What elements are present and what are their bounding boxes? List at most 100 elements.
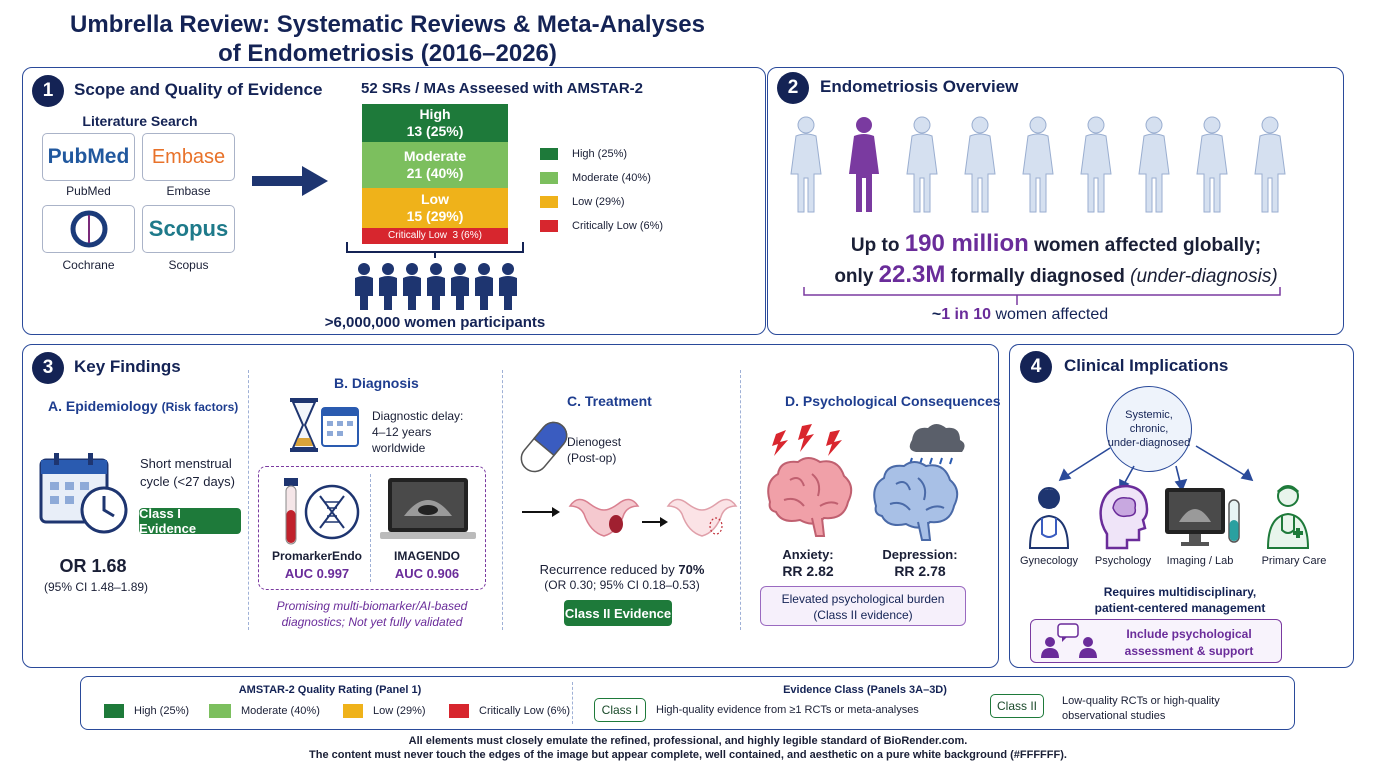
class-i-description: High-quality evidence from ≥1 RCTs or me… xyxy=(656,704,919,716)
dienogest-label: Dienogest (Post-op) xyxy=(567,435,622,465)
legend-swatch xyxy=(449,704,469,718)
bracket xyxy=(346,242,524,258)
hourglass-calendar-icon xyxy=(290,398,359,452)
ratio-text: ~1 in 10 women affected xyxy=(931,306,1109,323)
primary-care-doctor-icon xyxy=(1266,485,1310,549)
role-psychology: Psychology xyxy=(1094,555,1152,567)
legend-swatch xyxy=(104,704,124,718)
requirement-text: Requires multidisciplinary, patient-cent… xyxy=(1094,585,1266,615)
panel-number-2: 2 xyxy=(777,72,809,104)
divider xyxy=(248,370,249,630)
anxiety-brain-icon xyxy=(767,424,853,537)
odds-ratio: OR 1.68 xyxy=(59,556,127,576)
panel-number-4: 4 xyxy=(1020,351,1052,383)
database-embase: Embase xyxy=(166,184,211,198)
arrow-right-icon xyxy=(252,166,328,196)
women-figures-icon xyxy=(790,116,1286,213)
bar-moderate: Moderate 21 (40%) xyxy=(362,142,508,188)
participants-count: >6,000,000 women participants xyxy=(324,314,546,331)
footer-note: All elements must closely emulate the re… xyxy=(309,735,1067,761)
bracket xyxy=(803,287,1281,305)
people-chat-icon xyxy=(1041,623,1097,658)
class-ii-badge: Class II Evidence xyxy=(564,600,672,626)
depression-rr: Depression: RR 2.78 xyxy=(882,547,958,579)
panel-number-1: 1 xyxy=(32,75,64,107)
legend-swatch xyxy=(540,220,558,232)
legend-swatch xyxy=(540,196,558,208)
uterus-before-after-icon xyxy=(522,498,738,537)
database-cochrane: Cochrane xyxy=(62,258,115,272)
role-gynecology: Gynecology xyxy=(1019,555,1079,567)
section-c-title: C. Treatment xyxy=(567,393,652,409)
legend-item-critically-low: Critically Low (6%) xyxy=(449,704,570,718)
legend-moderate: Moderate (40%) xyxy=(540,172,651,184)
literature-search-label: Literature Search xyxy=(82,113,198,129)
ultrasound-laptop-icon xyxy=(380,478,476,539)
psychology-head-icon xyxy=(1099,484,1149,550)
pubmed-logo: PubMed xyxy=(42,133,135,181)
section-b-title: B. Diagnosis xyxy=(334,375,419,391)
prevalence-line-1: Up to 190 million women affected globall… xyxy=(850,230,1262,257)
legend-swatch xyxy=(343,704,363,718)
panel3-title: Key Findings xyxy=(74,357,181,376)
panel4-title: Clinical Implications xyxy=(1064,356,1229,375)
page-title: Umbrella Review: Systematic Reviews & Me… xyxy=(70,11,705,67)
legend-low: Low (29%) xyxy=(540,196,625,208)
imagendo-auc: AUC 0.906 xyxy=(394,566,460,581)
prevalence-line-2: only 22.3M formally diagnosed (under-dia… xyxy=(834,261,1278,288)
imaging-lab-icon xyxy=(1165,488,1240,546)
legend-item-high: High (25%) xyxy=(104,704,189,718)
legend-bar xyxy=(80,676,1295,730)
divider xyxy=(572,682,573,724)
divider xyxy=(370,474,371,582)
divider xyxy=(502,370,503,630)
risk-factor-text: Short menstrual cycle (<27 days) xyxy=(140,456,236,489)
cochrane-logo xyxy=(42,205,135,253)
database-scopus: Scopus xyxy=(168,258,209,272)
recurrence-ci: (OR 0.30; 95% CI 0.18–0.53) xyxy=(544,578,700,592)
legend-swatch xyxy=(540,148,558,160)
bar-critically-low: Critically Low 3 (6%) xyxy=(362,228,508,244)
bar-high: High 13 (25%) xyxy=(362,104,508,142)
legend-item-low: Low (29%) xyxy=(343,704,426,718)
promarkerendo-auc: AUC 0.997 xyxy=(284,566,350,581)
class-ii-legend-badge: Class II xyxy=(990,694,1044,718)
bar-low: Low 15 (29%) xyxy=(362,188,508,228)
legend-swatch xyxy=(209,704,231,718)
scopus-logo: Scopus xyxy=(142,205,235,253)
panel-number-3: 3 xyxy=(32,352,64,384)
diagnostic-delay: Diagnostic delay: 4–12 years worldwide xyxy=(372,409,464,455)
evidence-class-title: Evidence Class (Panels 3A–3D) xyxy=(783,684,947,696)
recurrence-result: Recurrence reduced by 70% xyxy=(539,562,705,577)
connector-arrows xyxy=(1058,445,1254,492)
divider xyxy=(740,370,741,630)
section-d-title: D. Psychological Consequences xyxy=(785,393,1001,409)
class-ii-description: Low-quality RCTs or high-quality observa… xyxy=(1062,695,1220,722)
gynecologist-icon xyxy=(1028,487,1070,549)
class-i-badge: Class I Evidence xyxy=(139,506,241,536)
psychological-support-text: Include psychological assessment & suppo… xyxy=(1124,627,1254,658)
role-primary-care: Primary Care xyxy=(1261,555,1327,567)
legend-high: High (25%) xyxy=(540,148,627,160)
database-pubmed: PubMed xyxy=(66,184,111,198)
calendar-clock-icon xyxy=(39,453,128,534)
depression-brain-icon xyxy=(873,424,965,541)
diagnostic-tests-box xyxy=(258,466,486,590)
participants-people-icon xyxy=(355,263,517,310)
legend-critically-low: Critically Low (6%) xyxy=(540,220,663,232)
embase-logo: Embase xyxy=(142,133,235,181)
center-circle: Systemic, chronic, under-diagnosed xyxy=(1106,386,1192,472)
legend-item-moderate: Moderate (40%) xyxy=(209,704,320,718)
diagnosis-note: Promising multi-biomarker/AI-based diagn… xyxy=(276,599,468,629)
imagendo-label: IMAGENDO xyxy=(394,549,460,563)
section-a-title: A. Epidemiology (Risk factors) xyxy=(48,398,239,414)
confidence-interval: (95% CI 1.48–1.89) xyxy=(43,580,149,594)
pill-icon xyxy=(520,421,568,473)
legend-swatch xyxy=(540,172,558,184)
role-imaging-lab: Imaging / Lab xyxy=(1166,555,1234,567)
cochrane-icon xyxy=(70,210,107,248)
blood-tube-dna-icon xyxy=(284,478,360,545)
amstar-title: 52 SRs / MAs Asseesed with AMSTAR-2 xyxy=(360,80,644,97)
class-i-legend-badge: Class I xyxy=(594,698,646,722)
amstar-legend-title: AMSTAR-2 Quality Rating (Panel 1) xyxy=(238,684,422,696)
